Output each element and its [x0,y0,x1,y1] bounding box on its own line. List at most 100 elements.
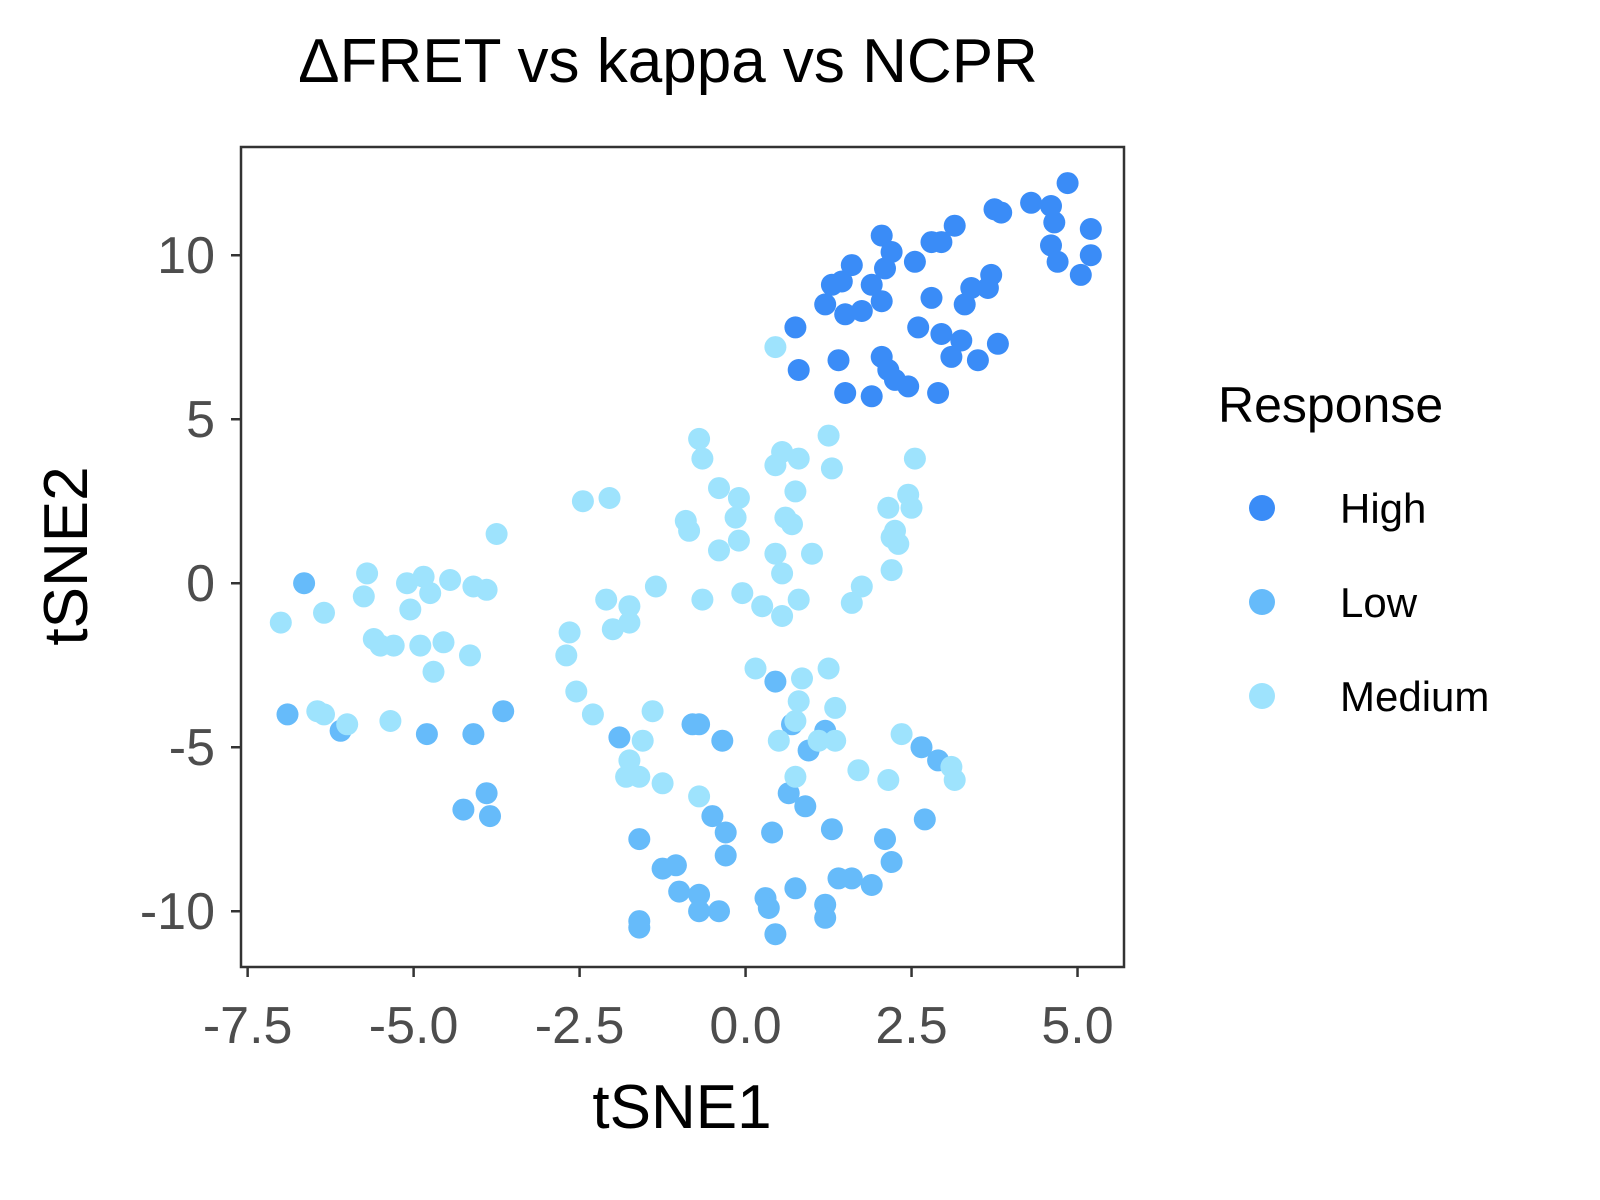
point-medium-12 [598,487,621,509]
point-high-29 [834,303,857,326]
point-medium-74 [787,690,810,713]
point-medium-29 [801,542,823,565]
point-medium-10 [784,480,807,503]
y-tick-label: -5 [169,719,215,777]
y-tick-label: 10 [157,227,215,285]
point-low-34 [708,900,730,923]
point-medium-42 [269,611,292,634]
point-medium-21 [781,513,803,536]
y-tick-label: 0 [186,555,215,613]
point-high-38 [940,345,963,368]
point-high-30 [850,300,873,322]
point-medium-81 [890,723,913,746]
point-high-14 [1046,250,1069,273]
point-medium-73 [641,700,664,723]
point-medium-61 [459,644,481,667]
point-medium-91 [688,785,711,808]
legend-label-low: Low [1340,579,1418,626]
x-tick-label: -5.0 [369,997,459,1055]
point-medium-0 [764,336,787,359]
point-medium-38 [352,585,375,608]
point-medium-77 [631,729,654,752]
point-medium-32 [356,562,379,585]
point-medium-4 [691,447,714,470]
point-low-12 [711,729,734,752]
legend-key-medium [1249,683,1275,709]
y-axis: -10 -5 0 5 10 [140,227,241,941]
point-high-43 [834,382,857,404]
point-low-27 [913,808,936,831]
point-medium-49 [618,611,641,634]
y-tick-label: 5 [186,391,215,449]
point-low-37 [784,877,807,900]
plot-panel-border [239,145,1126,969]
point-low-41 [840,867,863,890]
point-low-42 [860,874,883,896]
point-high-31 [784,316,807,339]
point-medium-9 [708,477,730,500]
point-medium-26 [708,539,730,562]
point-medium-44 [691,588,714,611]
point-low-30 [664,854,687,877]
point-medium-43 [644,575,667,598]
point-low-6 [452,798,475,821]
point-low-32 [688,883,711,906]
point-medium-58 [409,634,432,657]
point-low-9 [608,726,631,749]
x-tick-label: 0.0 [709,997,781,1055]
point-medium-37 [475,578,498,601]
point-medium-67 [565,680,588,703]
point-high-34 [950,329,973,352]
point-high-13 [1079,244,1102,267]
point-low-1 [276,703,299,726]
point-medium-68 [581,703,604,726]
point-high-21 [830,270,853,293]
point-medium-71 [336,713,359,736]
point-high-0 [1056,172,1079,195]
point-low-46 [764,923,787,946]
point-low-28 [714,844,737,867]
point-medium-90 [943,769,966,791]
point-medium-25 [485,523,508,545]
point-low-24 [761,821,784,844]
point-medium-80 [824,729,847,752]
point-medium-16 [900,496,923,519]
point-medium-87 [847,759,870,782]
point-medium-33 [396,572,418,595]
point-medium-5 [787,447,810,470]
point-low-45 [628,916,651,939]
point-medium-88 [877,769,900,791]
point-medium-52 [771,605,794,627]
point-low-8 [479,805,501,828]
point-high-25 [920,286,943,309]
x-tick-label: 5.0 [1041,997,1113,1055]
point-low-22 [714,821,737,844]
point-high-32 [907,316,930,339]
point-medium-70 [313,703,335,726]
point-medium-18 [678,519,701,542]
point-high-40 [787,359,810,381]
point-low-31 [668,880,691,903]
point-high-8 [870,224,893,247]
point-high-19 [1069,263,1092,286]
point-high-36 [827,349,850,372]
point-medium-30 [771,562,794,585]
point-high-35 [986,332,1009,355]
legend-title: Response [1218,377,1443,433]
point-low-0 [293,572,316,595]
point-medium-82 [618,749,641,772]
point-high-26 [870,290,893,313]
point-medium-13 [727,487,750,509]
point-high-24 [976,277,999,299]
point-medium-40 [399,598,422,621]
point-low-4 [462,723,485,746]
point-high-17 [874,257,896,280]
point-medium-24 [887,532,910,555]
point-high-7 [943,214,966,237]
point-medium-53 [787,588,810,611]
point-low-43 [880,851,903,873]
point-low-13 [764,670,787,693]
point-medium-79 [807,729,830,752]
legend-items: High Low Medium [1249,485,1489,720]
